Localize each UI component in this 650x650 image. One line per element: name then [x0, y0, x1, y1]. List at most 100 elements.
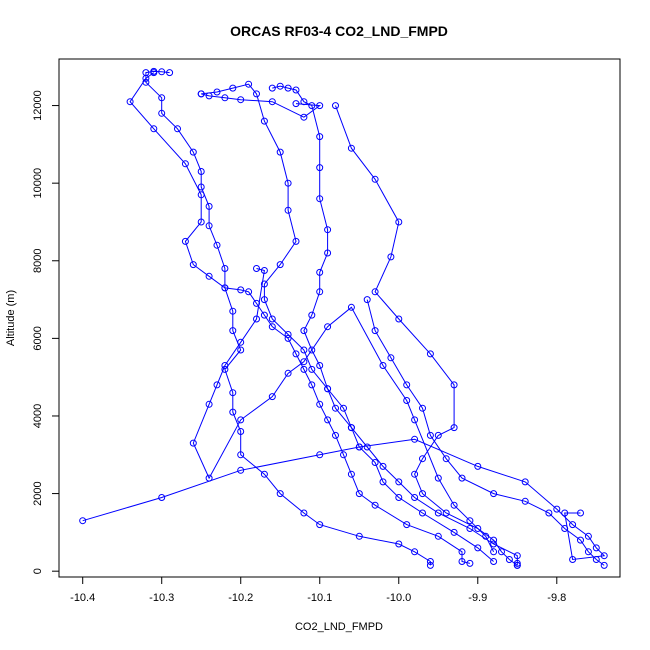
data-point [284, 179, 292, 187]
data-point [355, 443, 363, 451]
data-point [221, 284, 229, 292]
data-point [316, 195, 324, 203]
data-point [458, 548, 466, 556]
data-point [561, 509, 569, 517]
data-point [268, 323, 276, 331]
series-line [366, 299, 605, 566]
data-point [569, 521, 577, 529]
data-point [260, 296, 268, 304]
data-point [450, 528, 458, 536]
data-point [205, 92, 213, 100]
data-point [316, 451, 324, 459]
data-point [245, 80, 253, 88]
x-tick-label: -9.9 [468, 592, 487, 604]
data-point [513, 561, 521, 569]
data-point [292, 86, 300, 94]
data-point [332, 102, 339, 110]
data-point [324, 226, 332, 234]
data-point [316, 288, 324, 296]
plot-area [79, 67, 608, 569]
data-point [490, 548, 498, 556]
data-point [260, 267, 268, 274]
data-point [387, 354, 395, 362]
data-point [284, 334, 292, 342]
data-point [450, 381, 458, 389]
data-point [316, 362, 324, 369]
data-point [569, 556, 577, 563]
data-point [316, 400, 324, 408]
data-point [308, 311, 316, 319]
data-point [229, 327, 237, 335]
data-point [419, 490, 426, 498]
data-point [276, 82, 284, 90]
data-point [371, 175, 379, 183]
series-7 [197, 90, 324, 121]
data-point [490, 558, 498, 565]
data-point [316, 521, 324, 529]
data-point [505, 556, 513, 563]
data-point [395, 540, 403, 548]
data-point [229, 307, 237, 315]
data-point [205, 272, 213, 280]
data-point [300, 346, 308, 354]
data-point [332, 431, 339, 439]
series-5 [332, 102, 521, 569]
data-point [363, 296, 371, 304]
data-point [158, 94, 166, 102]
data-point [324, 249, 332, 257]
data-point [434, 431, 442, 439]
data-point [237, 451, 245, 459]
x-tick-label: -10.4 [70, 592, 95, 604]
data-point [332, 404, 339, 412]
data-point [300, 358, 308, 366]
x-tick-label: -10.0 [386, 592, 411, 604]
data-point [521, 478, 529, 486]
data-point [316, 164, 324, 172]
data-point [245, 288, 253, 296]
data-point [340, 404, 347, 412]
data-point [490, 490, 498, 498]
data-point [300, 509, 308, 517]
data-point [434, 509, 442, 517]
data-point [237, 96, 245, 104]
data-point [600, 552, 608, 560]
data-point [197, 183, 205, 191]
data-point [347, 424, 355, 432]
y-axis-label: Altitude (m) [5, 290, 17, 346]
data-point [142, 74, 150, 82]
data-point [229, 389, 237, 397]
data-point [434, 474, 442, 482]
data-point [387, 253, 395, 261]
data-point [181, 160, 189, 168]
data-point [419, 509, 426, 517]
data-point [268, 393, 276, 401]
data-point [237, 416, 245, 424]
data-point [513, 552, 521, 560]
data-point [403, 521, 411, 529]
data-point [253, 265, 260, 272]
data-point [466, 517, 474, 525]
data-point [174, 125, 181, 133]
series-line [82, 438, 606, 561]
data-point [600, 561, 608, 569]
data-point [276, 148, 284, 156]
data-point [197, 168, 205, 175]
series-line [201, 93, 322, 118]
data-point [237, 338, 245, 346]
data-point [300, 327, 308, 335]
data-point [292, 350, 300, 358]
data-point [158, 68, 166, 76]
data-point [379, 362, 387, 369]
x-axis: -10.4 -10.3 -10.2 -10.1 -10.0 -9.9 -9.8 [70, 576, 566, 604]
data-point [411, 494, 419, 501]
series-4 [268, 82, 521, 569]
data-point [126, 98, 134, 106]
data-point [260, 311, 268, 319]
data-point [268, 315, 276, 323]
data-point [300, 113, 308, 121]
data-point [260, 280, 268, 288]
data-point [316, 133, 324, 141]
y-tick-label: 6000 [32, 326, 44, 350]
x-tick-label: -9.8 [547, 592, 566, 604]
data-point [458, 558, 466, 565]
